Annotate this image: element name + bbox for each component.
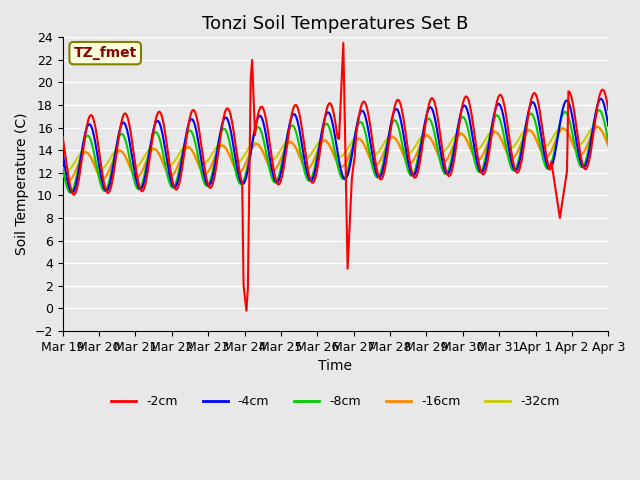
-2cm <box>339 40 347 46</box>
-16cm <box>341 162 349 168</box>
-16cm <box>79 152 86 158</box>
Line: -2cm: -2cm <box>63 43 608 311</box>
-4cm <box>79 144 86 150</box>
-2cm <box>95 143 102 148</box>
-4cm <box>603 115 611 120</box>
-16cm <box>59 170 67 176</box>
-16cm <box>604 143 612 149</box>
Text: TZ_fmet: TZ_fmet <box>74 46 137 60</box>
-32cm <box>591 123 599 129</box>
-4cm <box>449 154 457 160</box>
-8cm <box>341 175 349 181</box>
Line: -4cm: -4cm <box>63 99 608 192</box>
-32cm <box>604 138 612 144</box>
-8cm <box>79 144 86 149</box>
Line: -8cm: -8cm <box>63 110 608 192</box>
-4cm <box>597 96 605 102</box>
-8cm <box>604 138 612 144</box>
-2cm <box>532 91 540 97</box>
-8cm <box>596 108 604 113</box>
Line: -16cm: -16cm <box>63 127 608 180</box>
-4cm <box>59 150 67 156</box>
-16cm <box>449 144 457 149</box>
Title: Tonzi Soil Temperatures Set B: Tonzi Soil Temperatures Set B <box>202 15 468 33</box>
-4cm <box>96 166 104 172</box>
-32cm <box>59 165 67 170</box>
-8cm <box>96 178 104 183</box>
-4cm <box>604 123 612 129</box>
-16cm <box>603 140 611 145</box>
-4cm <box>68 190 76 195</box>
-2cm <box>59 134 67 140</box>
-32cm <box>449 135 457 141</box>
Line: -32cm: -32cm <box>63 126 608 170</box>
-32cm <box>341 150 349 156</box>
-8cm <box>531 116 538 121</box>
-16cm <box>593 124 601 130</box>
-2cm <box>604 107 612 113</box>
-32cm <box>63 168 71 173</box>
-32cm <box>96 166 104 171</box>
-32cm <box>79 149 86 155</box>
-16cm <box>65 178 72 183</box>
-32cm <box>531 132 538 138</box>
-32cm <box>603 136 611 142</box>
-2cm <box>451 155 458 161</box>
-2cm <box>77 161 85 167</box>
-16cm <box>96 174 104 180</box>
-2cm <box>603 98 611 104</box>
Y-axis label: Soil Temperature (C): Soil Temperature (C) <box>15 113 29 255</box>
-8cm <box>59 166 67 171</box>
Legend: -2cm, -4cm, -8cm, -16cm, -32cm: -2cm, -4cm, -8cm, -16cm, -32cm <box>106 390 564 413</box>
X-axis label: Time: Time <box>319 359 353 373</box>
-16cm <box>531 133 538 139</box>
-8cm <box>66 190 74 195</box>
-4cm <box>341 176 349 182</box>
-2cm <box>243 308 250 313</box>
-8cm <box>603 131 611 137</box>
-8cm <box>449 148 457 154</box>
-2cm <box>342 191 350 196</box>
-4cm <box>531 101 538 107</box>
